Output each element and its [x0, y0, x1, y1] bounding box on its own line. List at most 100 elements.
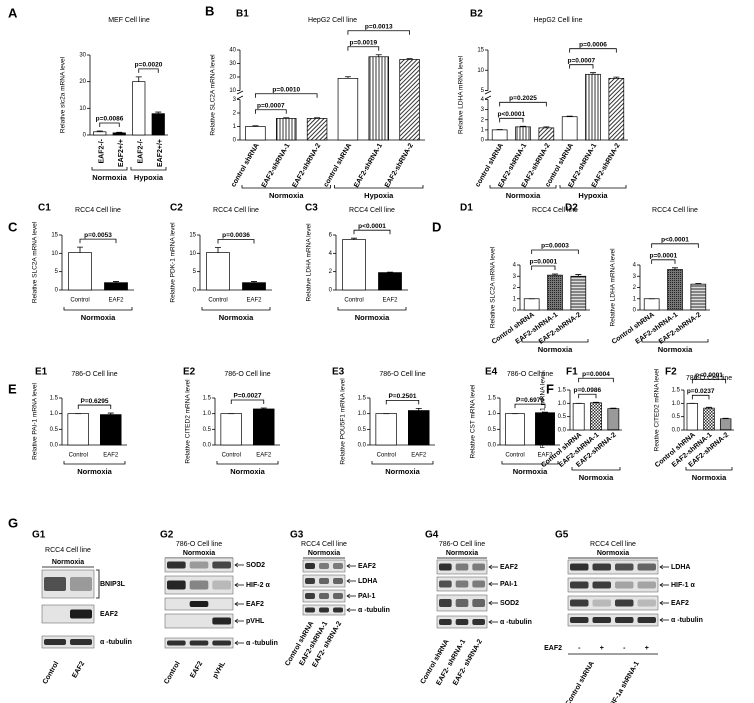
error-bar	[251, 281, 257, 283]
y-tick-label: 3	[633, 274, 637, 280]
blot-condition: Normoxia	[446, 550, 478, 557]
error-bar	[706, 406, 712, 409]
error-bar	[695, 283, 702, 285]
panel-label: G4	[425, 530, 439, 541]
bar	[337, 77, 359, 141]
p-value: P=0.6970	[516, 397, 544, 404]
arrow	[346, 563, 356, 569]
band	[44, 577, 66, 591]
blot-condition: Normoxia	[52, 559, 84, 566]
band	[439, 580, 452, 588]
significance-bracket	[514, 403, 546, 409]
chart-title: HepG2 Cell line	[308, 17, 357, 24]
treatment-sign: -	[578, 645, 581, 652]
p-value: p=0.0006	[579, 41, 607, 48]
error-bar	[252, 125, 259, 127]
blot-strip	[567, 577, 659, 593]
significance-bracket	[77, 404, 112, 410]
y-axis-label: Relative LDHA mRNA level	[458, 55, 465, 134]
lane-label: Control	[42, 660, 61, 685]
bar	[585, 73, 601, 141]
band	[615, 617, 634, 623]
y-axis-label: Relative POU5F1 mRNA level	[340, 378, 347, 465]
y-tick-label: 10	[79, 106, 86, 112]
group-bracket	[241, 185, 331, 189]
y-axis-label: Relative SLC2A mRNA level	[32, 221, 39, 303]
protein-label: pVHL	[246, 618, 265, 625]
p-value: p=0.0007	[257, 102, 285, 109]
error-bar	[375, 54, 382, 57]
band	[212, 580, 231, 590]
y-axis-label: Relative PAI-1 mRNA level	[540, 371, 547, 448]
protein-label: α -tubulin	[671, 617, 703, 624]
bar	[99, 414, 122, 446]
band	[592, 581, 611, 589]
y-tick-label: 0	[481, 138, 485, 144]
chart-title: RCC4 Cell line	[349, 207, 395, 214]
y-tick-label: 20	[229, 75, 236, 81]
error-bar	[520, 125, 526, 127]
y-tick-label: 0.0	[558, 428, 567, 434]
chart-title: RCC4 Cell line	[213, 207, 259, 214]
bar	[505, 413, 525, 446]
band	[637, 563, 656, 571]
blot-title: RCC4 Cell line	[45, 547, 91, 554]
x-tick-label: EAF2-shRNA-2	[291, 142, 322, 189]
arrow	[488, 600, 498, 606]
arrow	[346, 578, 356, 584]
arrow	[659, 582, 669, 588]
p-value: p=0.0020	[135, 62, 163, 69]
error-bar	[722, 417, 729, 419]
group-bracket	[216, 461, 279, 465]
significance-bracket	[499, 117, 524, 123]
y-tick-label: 1.5	[558, 388, 567, 394]
y-tick-label: 2	[481, 117, 485, 123]
x-tick-label: EAF2-shRNA-2	[538, 311, 583, 345]
chart-title: 786-O Cell line	[379, 371, 425, 378]
error-bar	[590, 72, 596, 75]
error-bar	[415, 407, 422, 411]
bar	[253, 408, 275, 446]
band	[212, 561, 231, 569]
y-tick-label: 1.0	[558, 401, 567, 407]
error-bar	[593, 401, 599, 403]
group-label: Normoxia	[230, 467, 265, 476]
band	[305, 563, 315, 569]
error-bar	[406, 58, 413, 60]
chart-title: 786-O Cell line	[686, 375, 732, 382]
chart-title: 786-O Cell line	[71, 371, 117, 378]
band	[615, 599, 634, 607]
bar	[538, 127, 555, 141]
y-tick-label: 1	[513, 296, 517, 302]
bar	[378, 272, 402, 291]
lane-label: Control	[163, 660, 182, 685]
chart-title: RCC4 Cell line	[532, 207, 578, 214]
error-bar	[552, 273, 558, 276]
bar	[67, 413, 89, 446]
significance-bracket	[578, 393, 597, 399]
protein-label: HIF-1 α	[671, 582, 695, 589]
band	[70, 609, 92, 619]
p-value: P=0.0027	[233, 393, 261, 400]
significance-bracket	[578, 377, 614, 383]
y-tick-label: 0.0	[203, 443, 212, 449]
bar	[570, 275, 587, 311]
y-tick-label: 5	[193, 269, 197, 275]
protein-label: SOD2	[500, 600, 519, 607]
y-tick-label: 2	[513, 285, 517, 291]
band	[472, 563, 485, 571]
y-tick-label: 30	[79, 53, 86, 59]
chart-title: MEF Cell line	[108, 17, 150, 24]
axis-break	[236, 95, 244, 100]
y-tick-label: 2	[633, 285, 637, 291]
y-tick-label: 4	[513, 263, 517, 269]
panel-label: C2	[170, 203, 183, 214]
group-bracket	[571, 467, 621, 471]
y-tick-label: 0.0	[672, 428, 681, 434]
y-tick-label: 40	[229, 48, 236, 54]
arrow	[659, 600, 669, 606]
y-tick-label: 1	[481, 127, 485, 133]
y-tick-label: 3	[233, 97, 237, 103]
